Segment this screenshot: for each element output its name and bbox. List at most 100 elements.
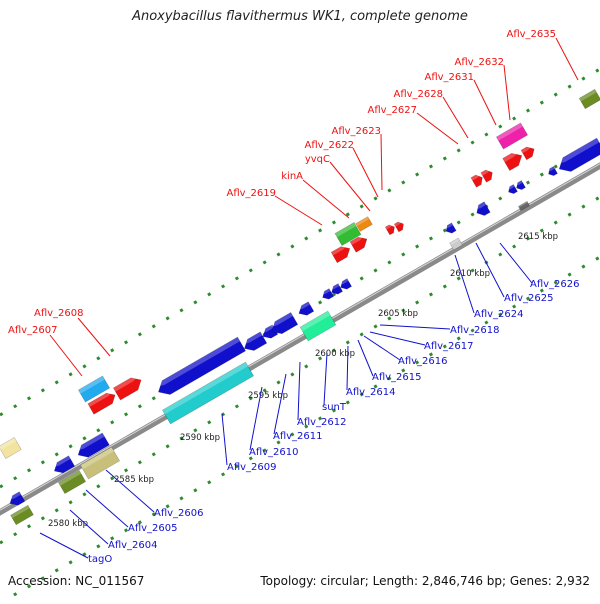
gene-arrow-blue-shine	[515, 180, 523, 186]
gene-arrow-blue-shine	[507, 184, 515, 190]
gene-label-aflv_2628: Aflv_2628	[393, 89, 443, 100]
label-leader-fwd	[442, 96, 469, 139]
gene-arrow-blue	[476, 201, 491, 216]
gene-box-olive	[578, 88, 600, 110]
gene-box-cream-shine	[0, 437, 17, 451]
tick-line-outer-upper	[0, 67, 600, 417]
gene-box-darkgrey-shine	[518, 201, 528, 208]
gene-arrow-red-shine	[385, 224, 393, 230]
gene-label-aflv_2625: Aflv_2625	[504, 293, 554, 304]
gene-label-aflv_2608: Aflv_2608	[34, 308, 84, 319]
gene-label-aflv_2609: Aflv_2609	[227, 462, 277, 473]
gene-arrow-red	[393, 221, 404, 233]
gene-arrow-red-shine	[331, 244, 348, 256]
gene-arrow-red	[470, 174, 483, 188]
gene-arrow-red-shine	[350, 235, 365, 245]
gene-box-teal-shine	[162, 362, 248, 415]
gene-label-aflv_2622: Aflv_2622	[304, 140, 354, 151]
gene-box-magenta-shine	[496, 122, 523, 141]
gene-arrow-blue-shine	[269, 312, 293, 328]
gene-box-mint-shine	[300, 311, 331, 332]
label-leader-fwd	[49, 334, 83, 377]
gene-arrow-red	[112, 377, 142, 401]
gene-arrow-blue-shine	[339, 278, 349, 285]
gene-label-aflv_2623: Aflv_2623	[331, 126, 381, 137]
gene-box-grey-shine	[449, 238, 460, 246]
gene-arrow-blue-shine	[297, 301, 310, 311]
gene-arrow-blue-shine	[155, 337, 240, 388]
gene-label-aflv_2606: Aflv_2606	[154, 508, 204, 519]
gene-label-aflv_2614: Aflv_2614	[346, 387, 396, 398]
label-leader-rev	[369, 331, 426, 346]
map-title: Anoxybacillus flavithermus WK1, complete…	[132, 9, 468, 24]
gene-arrow-blue	[508, 184, 518, 194]
gene-arrow-red	[330, 246, 351, 264]
gene-arrow-blue	[271, 312, 299, 335]
ruler-label-2595-kbp: 2595 kbp	[248, 391, 288, 401]
gene-label-aflv_2610: Aflv_2610	[249, 447, 299, 458]
gene-box-green	[334, 222, 362, 246]
gene-arrow-red-shine	[470, 174, 481, 181]
label-leader-fwd	[352, 147, 379, 198]
gene-box-green-shine	[334, 222, 357, 238]
label-leader-rev	[454, 254, 475, 314]
ruler-label-2605-kbp: 2605 kbp	[378, 309, 418, 319]
gene-arrow-red-shine	[113, 375, 139, 392]
gene-arrow-blue	[158, 336, 246, 395]
ruler-label-2615-kbp: 2615 kbp	[518, 232, 558, 242]
label-leader-fwd	[555, 37, 579, 81]
gene-label-aflv_2632: Aflv_2632	[454, 57, 504, 68]
label-leader-rev	[69, 509, 109, 545]
gene-box-cyan-shine	[78, 375, 105, 394]
gene-arrow-blue-shine	[547, 166, 555, 172]
gene-arrow-red	[87, 392, 116, 415]
gene-arrow-blue-shine	[330, 283, 340, 290]
label-leader-rev	[249, 386, 263, 451]
gene-arrow-red-shine	[480, 169, 491, 176]
label-leader-fwd	[274, 195, 323, 226]
gene-label-aflv_2635: Aflv_2635	[506, 29, 556, 40]
gene-arrow-red	[502, 152, 523, 171]
label-leader-rev	[363, 335, 401, 361]
ruler-label-2590-kbp: 2590 kbp	[180, 433, 220, 443]
gene-arrow-red	[384, 224, 395, 236]
label-leader-fwd	[302, 179, 350, 219]
accession-text: Accession: NC_011567	[8, 574, 145, 588]
gene-arrow-blue-shine	[52, 455, 71, 468]
label-leader-fwd	[77, 317, 111, 357]
gene-box-mint	[299, 310, 337, 342]
gene-box-olive-shine	[579, 89, 597, 102]
gene-box-grey	[449, 237, 463, 251]
gene-arrow-blue	[244, 331, 268, 351]
ruler-label-2580-kbp: 2580 kbp	[48, 519, 88, 529]
gene-label-aflv_2627: Aflv_2627	[367, 105, 417, 116]
label-leader-rev	[379, 324, 451, 330]
gene-arrow-red-shine	[394, 221, 402, 227]
topology-summary: Topology: circular; Length: 2,846,746 bp…	[260, 574, 590, 588]
label-leader-rev	[323, 352, 328, 406]
label-leader-fwd	[380, 133, 383, 191]
label-leader-rev	[273, 373, 287, 435]
gene-box-cream	[0, 437, 22, 459]
gene-label-sunt: sunT	[322, 402, 347, 413]
gene-box-khaki	[80, 446, 120, 480]
gene-box-olive	[10, 504, 34, 526]
gene-box-khaki-shine	[80, 447, 114, 470]
gene-label-kina: kinA	[281, 171, 303, 182]
tick-line-inner-upper	[0, 139, 600, 489]
gene-label-aflv_2618: Aflv_2618	[450, 325, 500, 336]
label-leader-rev	[39, 532, 89, 559]
gene-label-aflv_2616: Aflv_2616	[398, 356, 448, 367]
gene-arrow-blue	[331, 283, 343, 295]
label-leader-rev	[475, 242, 505, 298]
backbone-highlight	[0, 163, 600, 511]
gene-arrow-blue	[340, 278, 352, 290]
gene-label-aflv_2607: Aflv_2607	[8, 325, 58, 336]
gene-arrow-blue-shine	[261, 324, 274, 334]
label-leader-fwd	[503, 64, 511, 121]
gene-label-aflv_2612: Aflv_2612	[297, 417, 347, 428]
gene-arrow-red	[520, 146, 535, 161]
gene-label-aflv_2619: Aflv_2619	[226, 188, 276, 199]
gene-arrow-blue-shine	[75, 432, 105, 451]
